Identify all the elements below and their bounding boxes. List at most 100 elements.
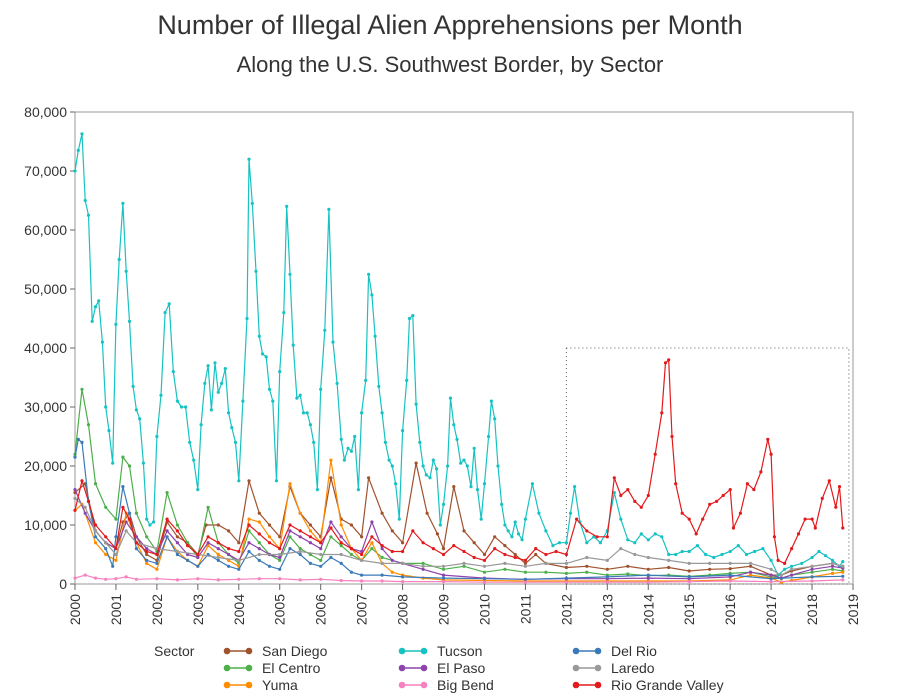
data-point-el-paso — [421, 567, 425, 571]
y-tick-label: 80,000 — [24, 104, 67, 120]
data-point-rio-grande-valley — [206, 535, 210, 539]
x-tick-label: 2017 — [763, 594, 779, 625]
data-point-tucson — [90, 319, 94, 323]
data-point-tucson — [349, 449, 353, 453]
data-point-tucson — [744, 552, 749, 557]
data-point-yuma — [370, 541, 374, 545]
data-point-del-rio — [111, 564, 115, 568]
data-point-tucson — [206, 364, 210, 368]
x-tick-label: 2001 — [108, 594, 124, 625]
data-point-el-paso — [206, 541, 210, 545]
data-point-tucson — [761, 547, 765, 551]
data-point-rio-grande-valley — [452, 544, 456, 548]
data-point-el-centro — [165, 491, 169, 495]
series-line-del-rio — [74, 438, 843, 580]
series-line-el-paso — [74, 489, 843, 580]
x-tick-label: 2010 — [476, 594, 492, 625]
data-point-del-rio — [165, 535, 169, 539]
x-tick-label: 2019 — [845, 594, 861, 625]
data-point-rio-grande-valley — [329, 526, 333, 530]
data-point-rio-grande-valley — [759, 470, 763, 474]
data-point-el-paso — [257, 547, 261, 551]
data-point-big-bend — [104, 577, 108, 581]
data-point-del-rio — [349, 570, 353, 574]
data-point-rio-grande-valley — [421, 541, 425, 545]
data-point-tucson — [435, 467, 439, 471]
data-point-laredo — [841, 564, 845, 568]
data-point-laredo — [360, 558, 364, 563]
data-point-rio-grande-valley — [165, 517, 169, 521]
data-point-tucson — [274, 479, 279, 483]
data-point-tucson — [192, 458, 196, 462]
data-point-rio-grande-valley — [339, 541, 343, 545]
data-point-tucson — [516, 532, 521, 536]
data-point-el-centro — [104, 505, 108, 509]
data-point-big-bend — [769, 580, 773, 584]
data-point-san-diego — [646, 567, 650, 571]
data-point-rio-grande-valley — [721, 493, 725, 498]
data-point-big-bend — [810, 579, 814, 583]
data-point-rio-grande-valley — [104, 535, 108, 539]
data-point-rio-grande-valley — [813, 526, 817, 530]
data-point-el-centro — [145, 535, 149, 539]
data-point-tucson — [260, 352, 265, 356]
data-point-tucson — [247, 157, 251, 161]
data-point-san-diego — [472, 541, 476, 545]
data-point-rio-grande-valley — [670, 434, 674, 439]
data-point-yuma — [114, 558, 118, 563]
data-point-yuma — [390, 570, 394, 574]
data-point-tucson — [455, 437, 459, 441]
data-point-tucson — [626, 538, 630, 542]
data-point-tucson — [97, 299, 101, 303]
data-point-rio-grande-valley — [349, 547, 353, 551]
data-point-rio-grande-valley — [534, 547, 538, 551]
data-point-tucson — [469, 485, 473, 489]
data-point-tucson — [179, 405, 184, 409]
x-tick-label: 2004 — [231, 594, 247, 625]
data-point-rio-grande-valley — [595, 535, 599, 539]
data-point-rio-grande-valley — [390, 549, 394, 554]
chart-title: Number of Illegal Alien Apprehensions pe… — [157, 10, 743, 40]
data-point-tucson — [364, 378, 368, 382]
data-point-del-rio — [308, 561, 312, 566]
data-point-yuma — [216, 552, 220, 557]
data-point-rio-grande-valley — [298, 529, 302, 533]
data-point-el-paso — [749, 570, 753, 574]
data-point-el-paso — [73, 488, 77, 492]
data-point-tucson — [342, 458, 346, 462]
data-point-tucson — [308, 423, 312, 427]
data-point-tucson — [653, 532, 657, 536]
data-point-san-diego — [267, 523, 272, 527]
data-point-el-centro — [626, 572, 630, 576]
data-point-rio-grande-valley — [646, 493, 650, 498]
data-point-laredo — [605, 558, 609, 563]
x-tick-label: 2012 — [558, 594, 574, 625]
data-point-laredo — [380, 561, 384, 566]
data-point-rio-grande-valley — [660, 411, 664, 415]
data-point-big-bend — [175, 578, 179, 582]
data-point-el-centro — [80, 387, 84, 391]
data-point-tucson — [282, 311, 286, 315]
data-point-del-rio — [114, 535, 118, 539]
data-point-rio-grande-valley — [360, 552, 364, 557]
data-point-del-rio — [687, 575, 691, 579]
data-point-tucson — [720, 552, 724, 557]
data-point-el-paso — [288, 529, 292, 533]
data-point-el-centro — [175, 523, 179, 527]
data-point-tucson — [285, 204, 289, 208]
y-tick-label: 50,000 — [24, 281, 67, 297]
data-point-san-diego — [425, 511, 429, 515]
data-point-big-bend — [83, 573, 87, 577]
data-point-tucson — [80, 132, 84, 136]
data-point-rio-grande-valley — [715, 499, 719, 503]
series-line-rio-grande-valley — [74, 358, 844, 565]
data-point-san-diego — [145, 552, 149, 557]
data-point-rio-grande-valley — [766, 437, 770, 441]
data-point-rio-grande-valley — [728, 488, 732, 492]
data-point-tucson — [134, 408, 138, 412]
data-point-tucson — [411, 314, 415, 318]
data-point-tucson — [76, 148, 80, 152]
data-point-tucson — [245, 316, 249, 321]
x-tick-label: 2006 — [313, 594, 329, 625]
